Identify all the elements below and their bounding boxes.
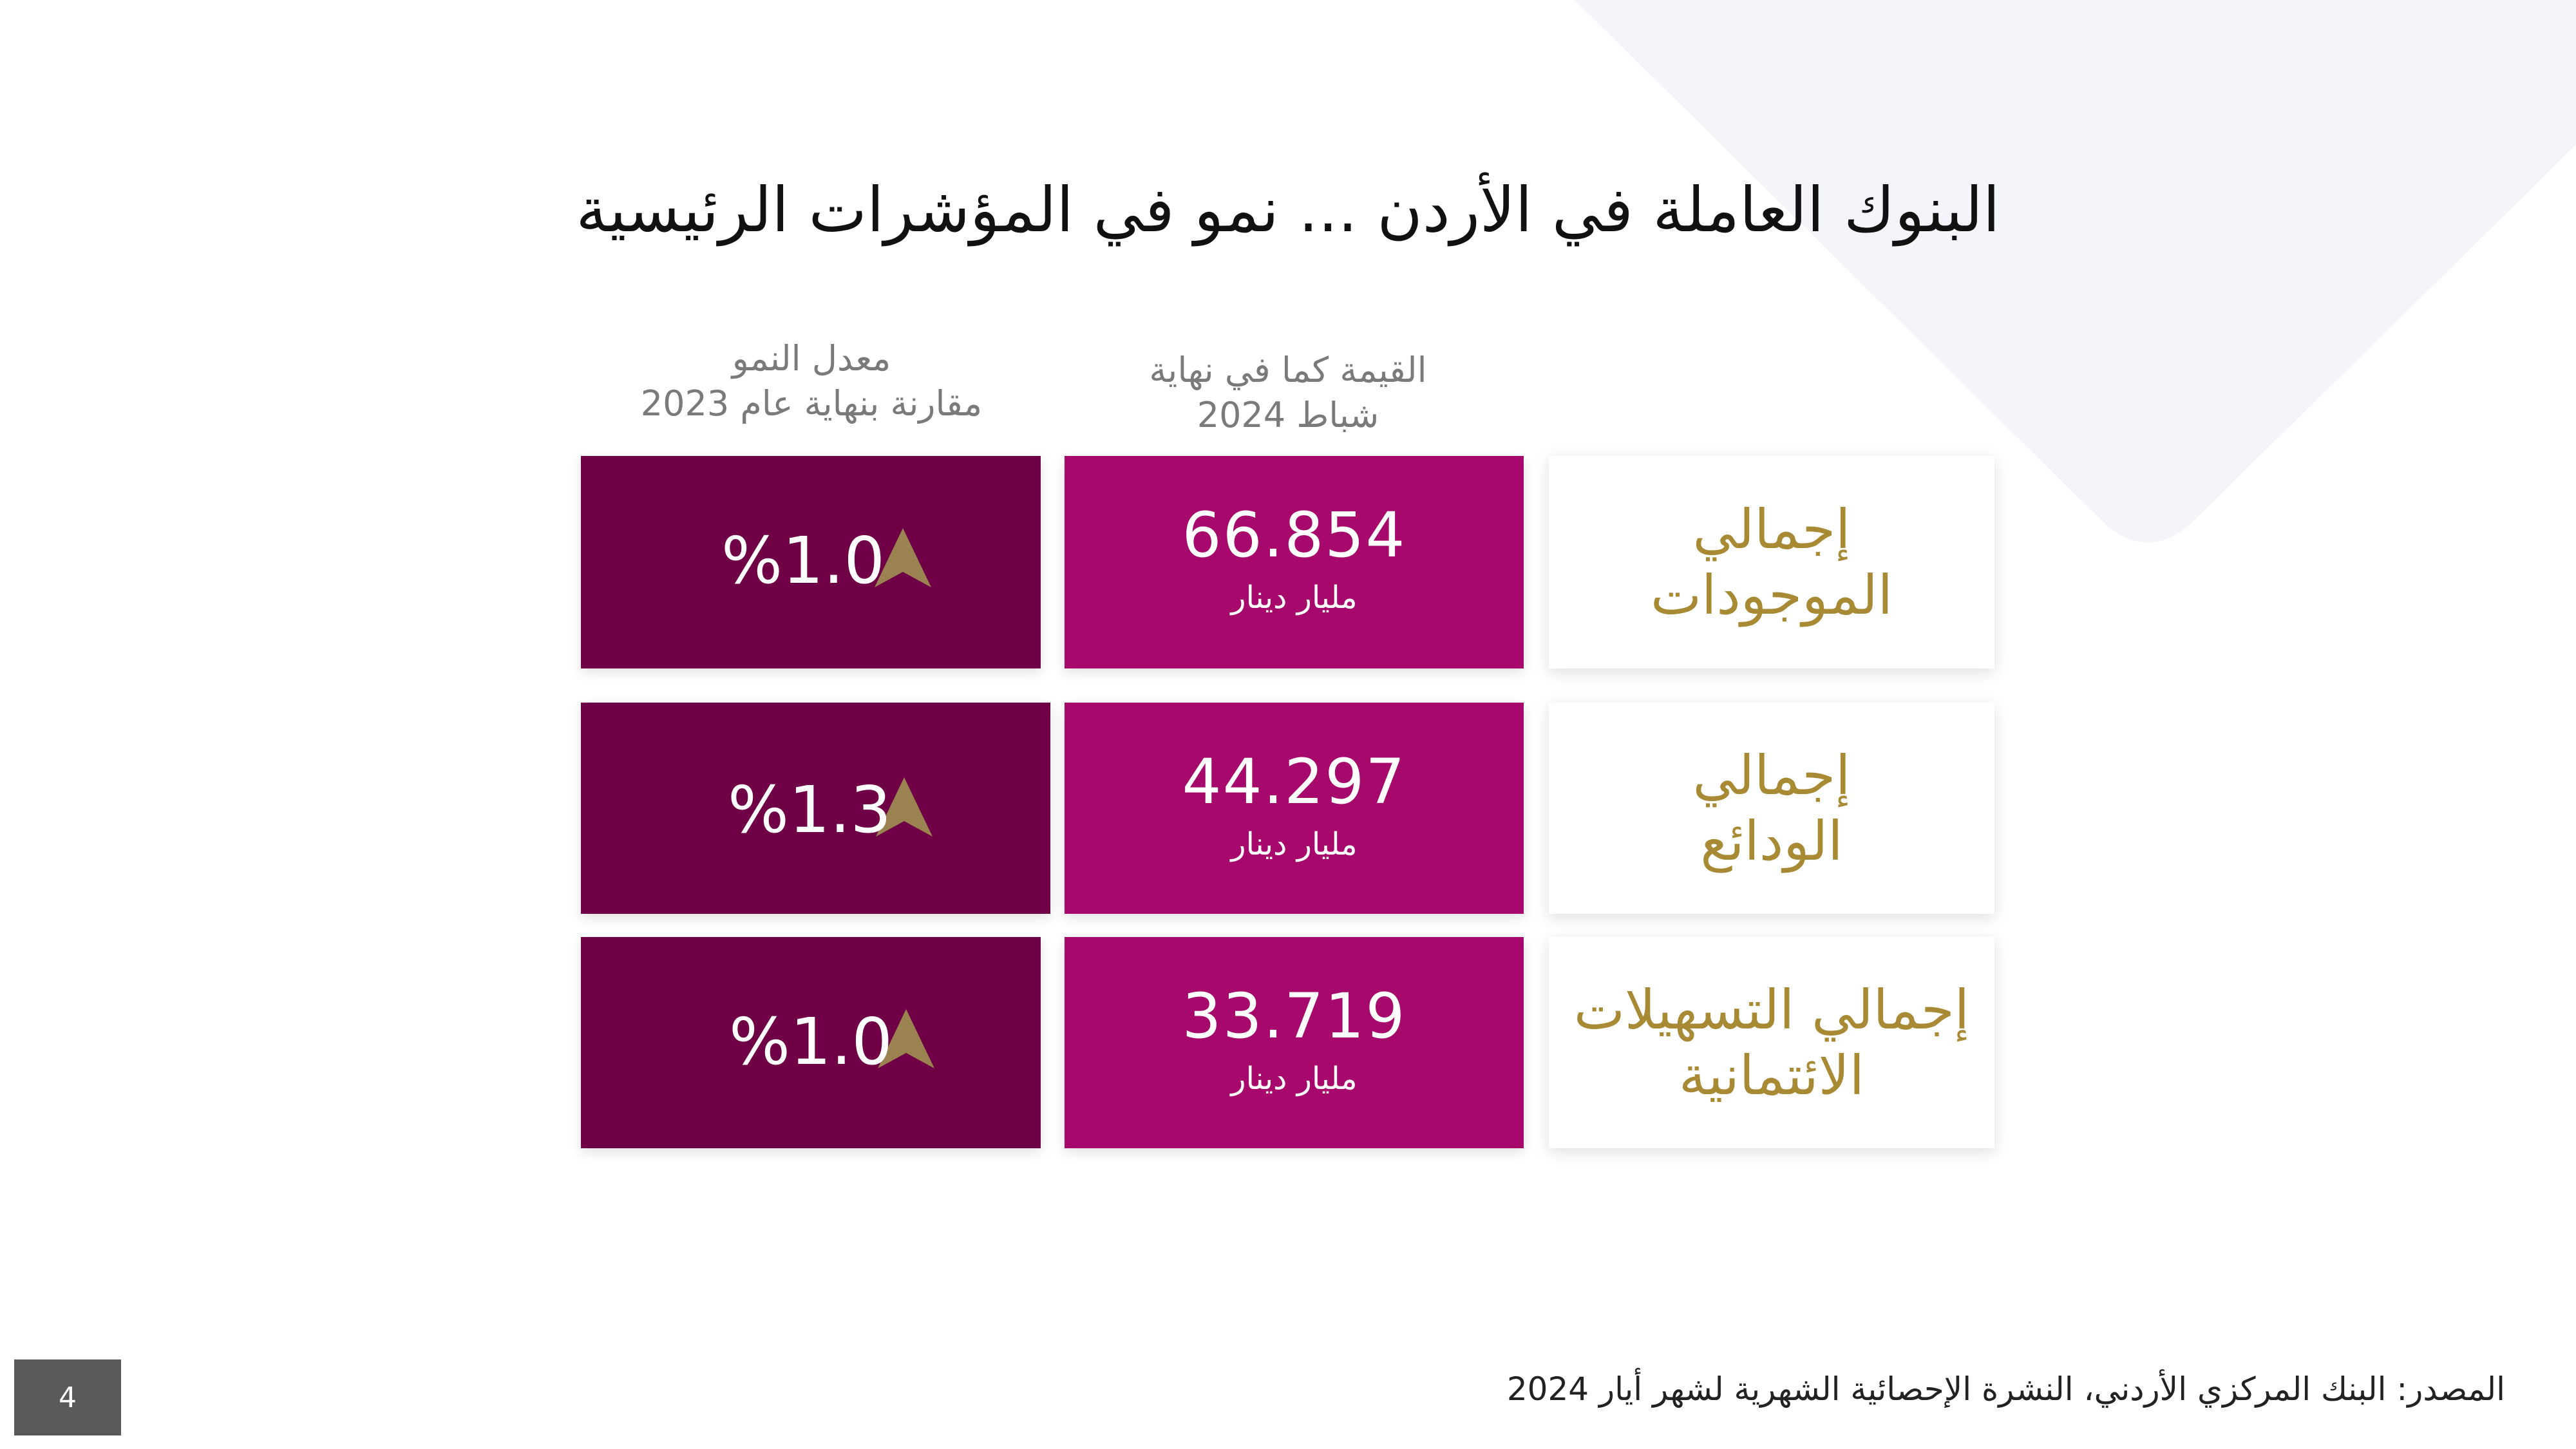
growth-header-line1: معدل النمو (732, 338, 891, 379)
indicator-label-line2: الائتمانية (1679, 1044, 1864, 1107)
indicator-label-line2: الموجودات (1650, 564, 1893, 627)
value-number: 44.297 (1182, 746, 1406, 818)
growth-card: %1.3 (581, 703, 1050, 914)
up-arrow-icon (876, 777, 933, 837)
value-card: 66.854 مليار دينار (1065, 456, 1524, 668)
value-header-line1: القيمة كما في نهاية (1149, 350, 1427, 390)
growth-card: %1.0 (581, 937, 1041, 1148)
page-number: 4 (14, 1359, 121, 1435)
value-card: 44.297 مليار دينار (1065, 703, 1524, 914)
indicator-label-card: إجمالي التسهيلات الائتمانية (1549, 937, 1994, 1148)
value-column-header: القيمة كما في نهاية شباط 2024 (1063, 348, 1513, 438)
indicator-label: إجمالي التسهيلات الائتمانية (1574, 977, 1969, 1108)
value-header-line2: شباط 2024 (1197, 395, 1379, 435)
growth-card: %1.0 (581, 456, 1041, 668)
indicator-label-line1: إجمالي (1692, 744, 1851, 807)
growth-rate: %1.0 (729, 1004, 893, 1079)
page-title: البنوك العاملة في الأردن ... نمو في المؤ… (576, 174, 2000, 246)
value-number: 66.854 (1182, 499, 1406, 571)
value-unit: مليار دينار (1231, 580, 1358, 616)
value-unit: مليار دينار (1231, 1061, 1358, 1097)
indicator-label-line1: إجمالي التسهيلات (1573, 978, 1970, 1041)
growth-column-header: معدل النمو مقارنة بنهاية عام 2023 (580, 336, 1043, 426)
up-arrow-icon (878, 1009, 934, 1068)
indicator-label-card: إجمالي الموجودات (1549, 456, 1994, 668)
growth-rate: %1.3 (728, 772, 892, 848)
value-number: 33.719 (1182, 980, 1406, 1052)
growth-header-line2: مقارنة بنهاية عام 2023 (640, 383, 983, 424)
growth-rate: %1.0 (721, 523, 886, 598)
indicator-label-line2: الودائع (1700, 810, 1843, 873)
indicator-label-line1: إجمالي (1692, 498, 1851, 561)
value-card: 33.719 مليار دينار (1065, 937, 1524, 1148)
indicator-label: إجمالي الودائع (1692, 743, 1850, 874)
indicator-label: إجمالي الموجودات (1651, 497, 1893, 628)
up-arrow-icon (875, 528, 931, 587)
indicator-label-card: إجمالي الودائع (1549, 703, 1994, 914)
value-unit: مليار دينار (1231, 826, 1358, 862)
source-note: المصدر: البنك المركزي الأردني، النشرة ال… (1506, 1370, 2505, 1408)
